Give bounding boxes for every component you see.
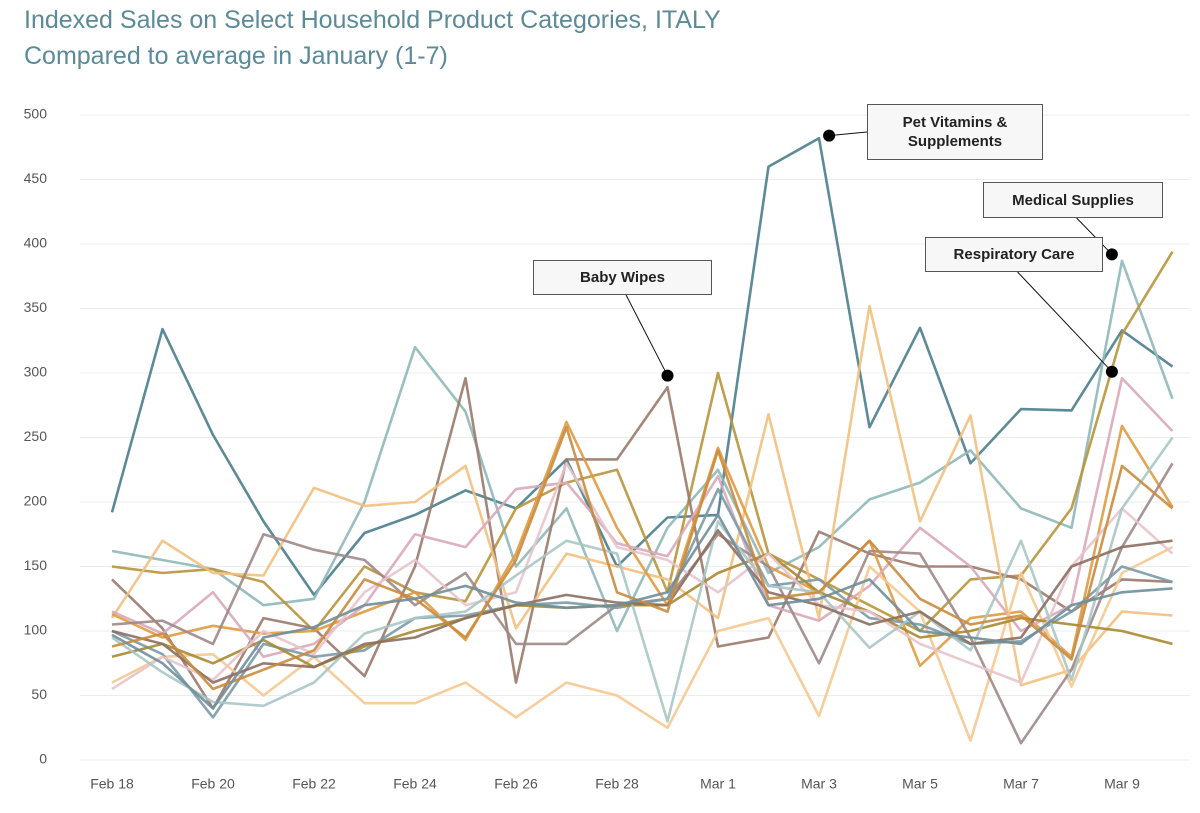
y-tick-label: 450: [24, 170, 48, 186]
series-line: [111, 462, 1174, 691]
y-tick-label: 150: [24, 557, 48, 573]
chart-subtitle: Compared to average in January (1-7): [24, 42, 448, 70]
series-line: [111, 259, 1174, 633]
y-tick-label: 50: [31, 686, 47, 702]
annotation-dot: [1105, 248, 1118, 261]
series-line: [110, 136, 1174, 597]
annotation-dot: [823, 129, 836, 142]
y-tick-label: 100: [24, 622, 48, 638]
annotation-label: Medical Supplies: [983, 182, 1163, 218]
series-line: [111, 545, 1174, 742]
series-line: [111, 376, 1174, 659]
y-tick-label: 350: [24, 299, 48, 315]
series-line: [111, 425, 1174, 691]
annotation-label: Respiratory Care: [925, 237, 1103, 272]
annotation-leader: [625, 294, 668, 376]
x-tick-label: Mar 7: [1003, 776, 1039, 792]
x-tick-label: Feb 20: [191, 776, 235, 792]
x-tick-label: Feb 24: [393, 776, 437, 792]
annotation-leader: [1076, 217, 1113, 255]
x-tick-label: Mar 3: [801, 776, 837, 792]
y-tick-label: 200: [24, 493, 48, 509]
series-line: [111, 251, 1174, 633]
x-tick-label: Feb 18: [90, 776, 134, 792]
series-line: [111, 376, 1173, 710]
annotation-dot: [661, 369, 674, 382]
annotation-label: Pet Vitamins & Supplements: [867, 104, 1043, 160]
annotation-leader: [1017, 271, 1113, 373]
annotation-label: Baby Wipes: [533, 260, 712, 295]
series-line: [111, 420, 1174, 668]
y-tick-label: 250: [24, 428, 48, 444]
series-line: [111, 436, 1174, 723]
annotation-leader: [829, 131, 868, 137]
chart-title: Indexed Sales on Select Household Produc…: [24, 6, 721, 34]
x-tick-label: Feb 26: [494, 776, 538, 792]
y-tick-label: 0: [39, 751, 47, 767]
y-tick-label: 400: [24, 235, 48, 251]
y-tick-label: 300: [24, 364, 48, 380]
series-line: [110, 304, 1173, 687]
x-tick-label: Mar 5: [902, 776, 938, 792]
y-tick-label: 500: [24, 106, 48, 122]
x-tick-label: Feb 28: [595, 776, 639, 792]
x-tick-label: Mar 1: [700, 776, 736, 792]
x-tick-label: Mar 9: [1104, 776, 1140, 792]
series-line: [111, 513, 1173, 710]
x-tick-label: Feb 22: [292, 776, 336, 792]
annotation-dot: [1105, 365, 1118, 378]
